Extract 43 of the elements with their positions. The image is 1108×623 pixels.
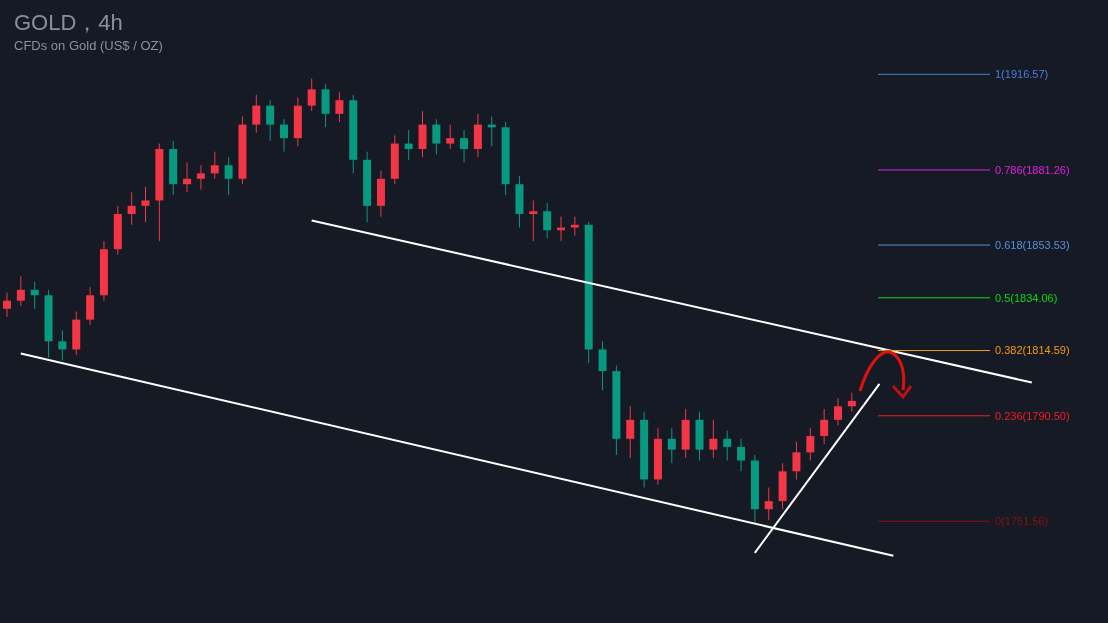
candlestick	[307, 78, 316, 112]
text: GOLD，4h	[14, 9, 123, 37]
ref-line-label: 1(1916.57)	[995, 68, 1049, 81]
candlestick	[280, 118, 288, 153]
candlestick	[806, 427, 815, 461]
candlestick	[820, 408, 829, 445]
candlestick	[626, 405, 635, 459]
candlestick	[3, 292, 11, 318]
candlestick	[543, 202, 552, 239]
ref-line-label: 0.236(1790.50)	[995, 409, 1070, 422]
candlestick	[224, 156, 233, 196]
candlestick	[792, 441, 801, 480]
ref-line-label: 0.5(1834.06)	[995, 291, 1058, 304]
candlestick	[404, 129, 413, 161]
candlestick	[446, 124, 455, 150]
candlestick	[598, 340, 607, 391]
candlestick	[335, 91, 344, 123]
candlestick	[141, 186, 150, 223]
candlestick	[834, 397, 842, 426]
ref-line-label: 0.382(1814.59)	[995, 344, 1070, 357]
candlestick	[667, 427, 676, 464]
ref-line-label: 0.786(1881.26)	[995, 163, 1070, 176]
candlestick	[460, 129, 469, 164]
candlestick	[127, 191, 136, 226]
candlestick	[847, 392, 856, 413]
candlestick	[432, 118, 441, 155]
candlestick	[58, 329, 67, 361]
candlestick	[266, 99, 275, 142]
ref-line-label: 0(1751.56)	[995, 515, 1049, 528]
candlestick	[570, 216, 579, 237]
candlestick	[723, 430, 732, 461]
candlestick	[737, 438, 746, 472]
text: CFDs on Gold (US$ / OZ)	[14, 38, 163, 53]
candlestick	[709, 419, 718, 459]
candlestick	[16, 275, 25, 307]
candlestick	[30, 281, 39, 310]
candlestick	[210, 151, 219, 180]
ref-line-label: 0.618(1853.53)	[995, 238, 1070, 251]
candlestick	[252, 94, 261, 134]
candlestick	[764, 487, 773, 521]
candlestick	[196, 164, 205, 191]
candlestick	[529, 199, 538, 242]
candlestick	[183, 162, 192, 193]
